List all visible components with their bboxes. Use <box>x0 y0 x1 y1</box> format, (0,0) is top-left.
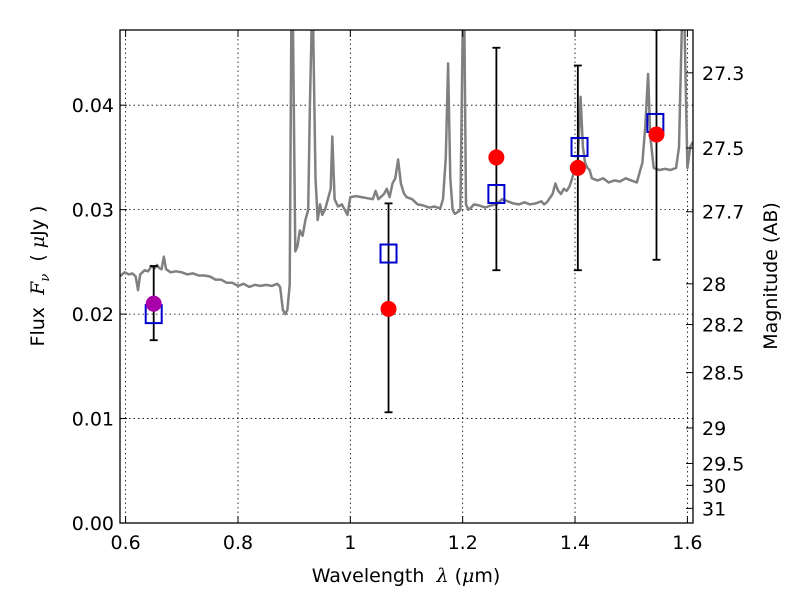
y-tick-label: 0.02 <box>72 304 114 326</box>
model-photometry-square <box>570 136 589 157</box>
x-axis-label: Wavelength λ (μm) <box>312 565 501 587</box>
x-tick-label: 1 <box>344 532 356 554</box>
x-tick-label: 0.8 <box>223 532 253 554</box>
magnitude-tick-label: 30 <box>702 475 726 497</box>
y-axis-label: Flux Fν ( μJy ) <box>27 206 53 347</box>
model-photometry-square <box>379 243 398 264</box>
axis-ticks: 0.6 0.8 1 1.2 1.4 1.6 0.00 0.01 0.02 0.03 0.04 27.3… <box>72 30 744 554</box>
x-tick-label: 1.2 <box>448 532 478 554</box>
observed-flux-point <box>145 295 162 312</box>
x-tick-label: 0.6 <box>111 532 141 554</box>
magnitude-tick-label: 27.3 <box>702 63 744 85</box>
observed-flux-point <box>380 300 397 317</box>
y-tick-label: 0.00 <box>72 513 114 535</box>
y-tick-label: 0.01 <box>72 409 114 431</box>
magnitude-tick-label: 29.5 <box>702 453 744 475</box>
x-tick-label: 1.4 <box>560 532 590 554</box>
y-tick-label: 0.04 <box>72 95 114 117</box>
magnitude-tick-label: 28.5 <box>702 363 744 385</box>
observed-flux-point <box>648 126 665 143</box>
magnitude-tick-label: 27.5 <box>702 138 744 160</box>
model-spectrum-line <box>120 30 693 316</box>
y-tick-label: 0.03 <box>72 200 114 222</box>
right-axis-label: Magnitude (AB) <box>760 202 782 350</box>
magnitude-tick-label: 31 <box>702 498 726 520</box>
observed-flux-point <box>488 149 505 166</box>
plot-area-background <box>120 30 693 523</box>
magnitude-tick-label: 28.2 <box>702 315 744 337</box>
x-tick-label: 1.6 <box>672 532 702 554</box>
magnitude-tick-label: 27.7 <box>702 202 744 224</box>
model-photometry-square <box>487 183 506 204</box>
observed-flux-point <box>569 159 586 176</box>
plot-frame <box>119 29 694 524</box>
magnitude-tick-label: 29 <box>702 418 726 440</box>
series-layer <box>120 30 693 414</box>
magnitude-tick-label: 28 <box>702 274 726 296</box>
